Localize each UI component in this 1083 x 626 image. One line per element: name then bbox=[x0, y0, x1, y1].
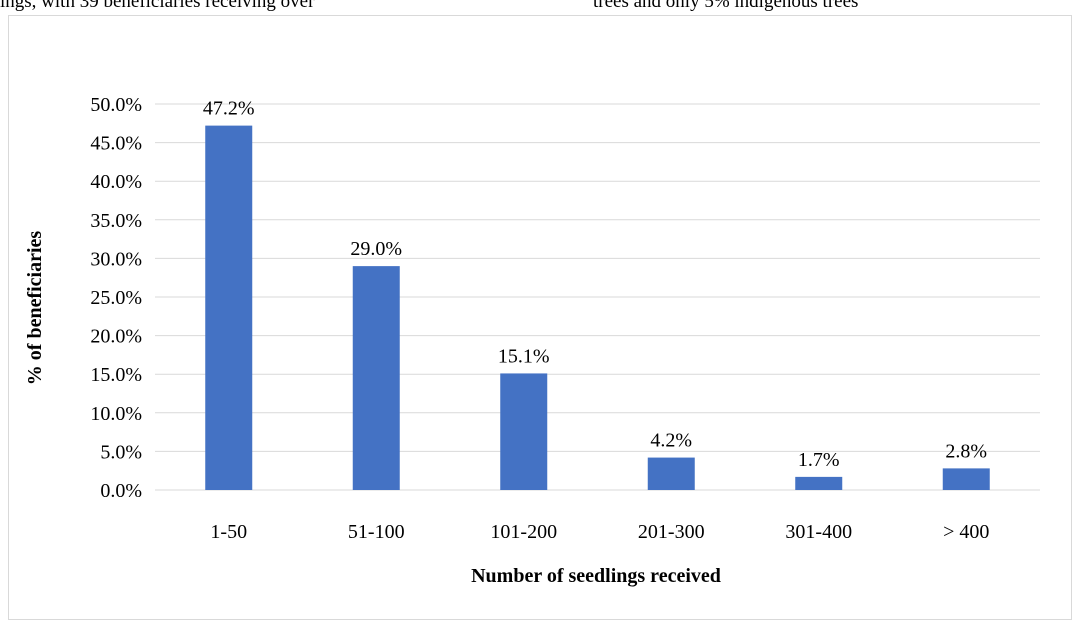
y-tick-label: 30.0% bbox=[90, 248, 142, 270]
x-axis-title: Number of seedlings received bbox=[471, 565, 721, 587]
context-text-right: trees and only 5% indigenous trees bbox=[593, 0, 859, 12]
data-label: 47.2% bbox=[203, 98, 255, 120]
y-tick-label: 25.0% bbox=[90, 287, 142, 309]
x-tick-label: 101-200 bbox=[490, 521, 557, 543]
chart-frame bbox=[8, 15, 1072, 620]
x-tick-label: 1-50 bbox=[210, 521, 247, 543]
gridlines bbox=[155, 103, 1040, 491]
y-tick-label: 40.0% bbox=[90, 171, 142, 193]
context-text-left: ings, with 39 beneficiaries receiving ov… bbox=[0, 0, 315, 12]
bar bbox=[205, 125, 253, 490]
data-label: 1.7% bbox=[798, 449, 840, 471]
y-tick-label: 15.0% bbox=[90, 364, 142, 386]
y-tick-label: 20.0% bbox=[90, 326, 142, 348]
y-tick-label: 45.0% bbox=[90, 133, 142, 155]
bar bbox=[352, 266, 400, 490]
y-tick-label: 35.0% bbox=[90, 210, 142, 232]
x-tick-label: 301-400 bbox=[785, 521, 852, 543]
y-tick-labels: 0.0% 5.0% 10.0% 15.0% 20.0% 25.0% 30.0% 35.0% 40… bbox=[90, 94, 142, 502]
x-tick-labels: 1-50 51-100 101-200 201-300 301-400 > 400 bbox=[210, 521, 989, 543]
bars bbox=[205, 125, 990, 490]
bar bbox=[795, 476, 843, 490]
data-label: 15.1% bbox=[498, 345, 550, 367]
data-label: 2.8% bbox=[945, 440, 987, 462]
data-label: 29.0% bbox=[350, 238, 402, 260]
y-tick-label: 0.0% bbox=[100, 480, 142, 502]
y-tick-label: 5.0% bbox=[100, 441, 142, 463]
bar bbox=[942, 468, 990, 490]
x-tick-label: > 400 bbox=[943, 521, 989, 543]
x-tick-label: 51-100 bbox=[348, 521, 405, 543]
context-text: ings, with 39 beneficiaries receiving ov… bbox=[0, 0, 1083, 12]
y-axis-title: % of beneficiaries bbox=[24, 231, 46, 386]
x-tick-label: 201-300 bbox=[638, 521, 705, 543]
data-label: 4.2% bbox=[650, 430, 692, 452]
bar bbox=[647, 457, 695, 490]
bar bbox=[500, 373, 548, 490]
y-tick-label: 10.0% bbox=[90, 403, 142, 425]
y-tick-label: 50.0% bbox=[90, 94, 142, 116]
data-labels: 47.2% 29.0% 15.1% 4.2% 1.7% 2.8% bbox=[203, 98, 987, 471]
